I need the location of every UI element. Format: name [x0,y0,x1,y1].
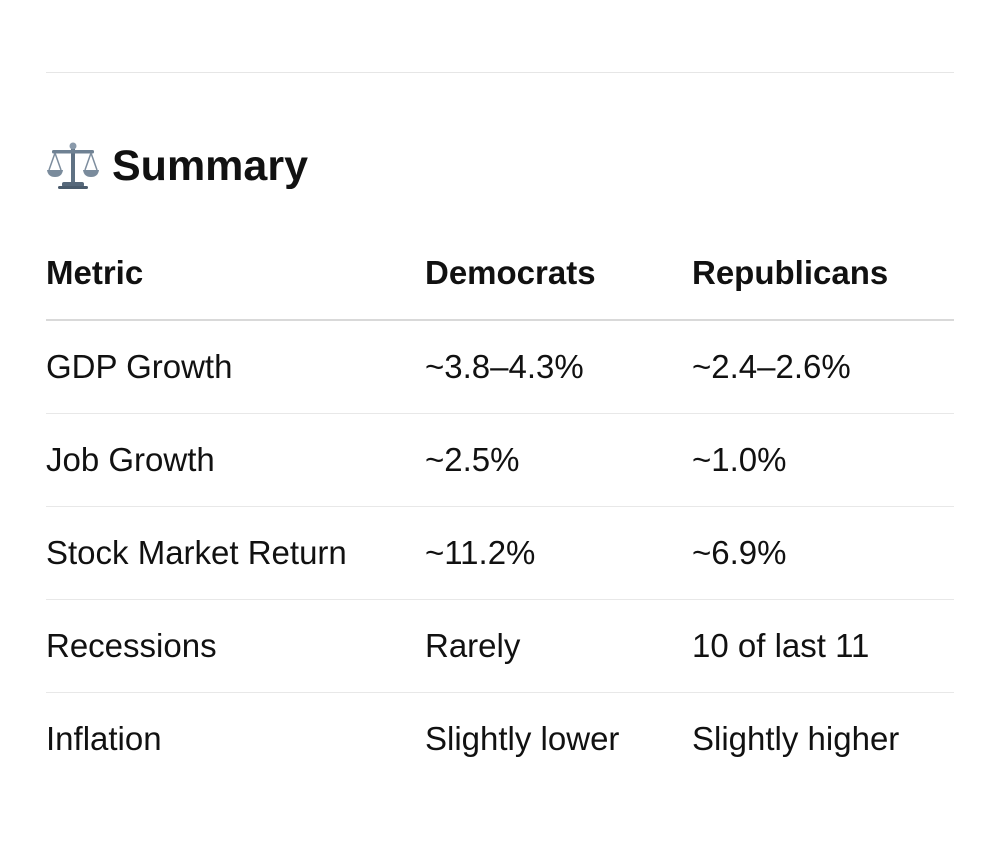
column-header-republicans: Republicans [692,226,954,321]
metric-cell: Job Growth [46,413,425,507]
section-heading: Summary [46,136,308,196]
republicans-cell: Slightly higher [692,720,900,757]
table-row: GDP Growth ~3.8–4.3% ~2.4–2.6% [46,320,954,414]
table-header-row: Metric Democrats Republicans [46,226,954,321]
democrats-cell: ~3.8–4.3% [425,320,692,414]
metric-cell: Recessions [46,599,425,693]
section-title: Summary [112,141,308,190]
republicans-cell: 10 of last 11 [692,599,954,693]
democrats-cell: ~11.2% [425,506,692,600]
column-header-metric: Metric [46,226,425,321]
table-row: Recessions Rarely 10 of last 11 [46,599,954,693]
democrats-cell: Slightly lower [425,720,620,757]
republicans-cell: ~6.9% [692,506,954,600]
summary-table: Metric Democrats Republicans GDP Growth … [46,226,954,785]
metric-cell: Stock Market Return [46,506,425,600]
democrats-cell: ~2.5% [425,413,692,507]
republicans-cell: ~1.0% [692,413,954,507]
metric-cell: GDP Growth [46,320,425,414]
balance-scale-icon [46,139,100,193]
democrats-cell: Rarely [425,599,692,693]
republicans-cell: ~2.4–2.6% [692,320,954,414]
table-row: Inflation Slightly lower Slightly higher [46,693,954,786]
table-row: Job Growth ~2.5% ~1.0% [46,413,954,507]
column-header-democrats: Democrats [425,226,692,321]
table-row: Stock Market Return ~11.2% ~6.9% [46,506,954,600]
metric-cell: Inflation [46,720,162,757]
top-divider [46,72,954,73]
